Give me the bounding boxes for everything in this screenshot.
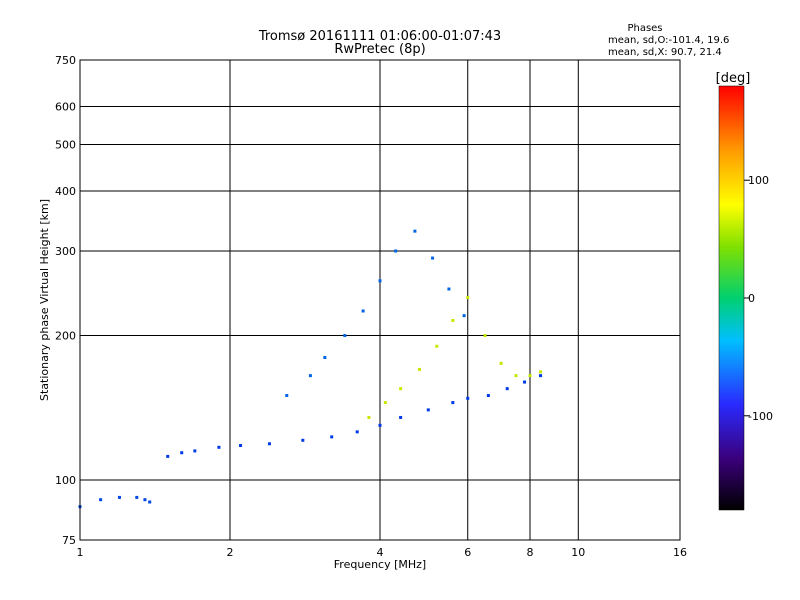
data-point	[361, 309, 365, 313]
data-point	[378, 279, 382, 283]
data-point	[367, 415, 371, 419]
data-point	[301, 438, 305, 442]
plot-frame	[79, 59, 681, 541]
data-point	[447, 287, 451, 291]
data-point	[523, 380, 527, 384]
x-axis-label: Frequency [MHz]	[334, 558, 426, 571]
y-tick-label: 750	[55, 54, 76, 67]
y-tick-label: 600	[55, 101, 76, 114]
data-point	[148, 500, 152, 504]
data-point	[323, 355, 327, 359]
data-point	[417, 367, 421, 371]
x-tick-label: 1	[77, 546, 84, 559]
info-heading: Phases	[627, 23, 662, 34]
grid-lines	[80, 60, 680, 540]
data-point	[514, 374, 518, 378]
x-tick-label: 6	[464, 546, 471, 559]
colorbar-tick-label: -100	[748, 410, 773, 423]
data-point	[451, 318, 455, 322]
y-tick-label: 75	[62, 534, 76, 547]
chart-subtitle: RwPretec (8p)	[334, 42, 425, 57]
data-point	[217, 445, 221, 449]
y-tick-label: 100	[55, 474, 76, 487]
data-point	[330, 435, 334, 439]
data-point	[466, 396, 470, 400]
x-tick-label: 16	[673, 546, 687, 559]
data-point	[413, 229, 417, 233]
x-tick-label: 10	[571, 546, 585, 559]
data-point	[117, 495, 121, 499]
data-point	[483, 334, 487, 338]
data-point	[285, 394, 289, 398]
data-point	[355, 430, 359, 434]
x-tick-labels: 1 2 4 6 8 10 16	[77, 546, 688, 559]
data-point	[426, 408, 430, 412]
data-point	[343, 334, 347, 338]
data-point	[435, 344, 439, 348]
data-point	[180, 451, 184, 455]
data-point	[99, 498, 103, 502]
data-point	[166, 454, 170, 458]
colorbar-ticks: 100 0 -100	[744, 174, 773, 423]
data-point	[539, 370, 543, 374]
chart-title: Tromsø 20161111 01:06:00-01:07:43	[258, 29, 501, 44]
y-tick-labels: 75 100 200 300 400 500 600 750	[55, 54, 76, 547]
data-point	[499, 361, 503, 365]
data-point	[378, 423, 382, 427]
data-point	[486, 394, 490, 398]
data-point	[431, 256, 435, 260]
y-axis-label: Stationary phase Virtual Height [km]	[38, 199, 51, 401]
data-point	[451, 401, 455, 405]
info-line-x: mean, sd,X: 90.7, 21.4	[608, 47, 722, 58]
info-line-o: mean, sd,O:-101.4, 19.6	[608, 35, 729, 46]
data-point	[239, 444, 243, 448]
data-point	[308, 374, 312, 378]
data-points	[78, 229, 543, 509]
y-tick-label: 500	[55, 139, 76, 152]
data-point	[267, 442, 271, 446]
data-point	[505, 387, 509, 391]
data-point	[383, 401, 387, 405]
y-tick-label: 300	[55, 245, 76, 258]
colorbar-tick-label: 0	[748, 292, 755, 305]
data-point	[399, 415, 403, 419]
data-point	[394, 249, 398, 253]
data-point	[539, 374, 543, 378]
data-point	[193, 449, 197, 453]
data-point	[528, 374, 532, 378]
data-point	[462, 314, 466, 318]
x-tick-label: 8	[527, 546, 534, 559]
y-tick-label: 400	[55, 185, 76, 198]
colorbar	[718, 85, 745, 511]
data-point	[143, 498, 147, 502]
data-point	[135, 495, 139, 499]
y-tick-label: 200	[55, 330, 76, 343]
x-tick-label: 4	[377, 546, 384, 559]
colorbar-label: [deg]	[716, 71, 751, 86]
colorbar-tick-label: 100	[748, 174, 769, 187]
x-tick-label: 2	[227, 546, 234, 559]
data-point	[466, 296, 470, 300]
data-point	[399, 387, 403, 391]
